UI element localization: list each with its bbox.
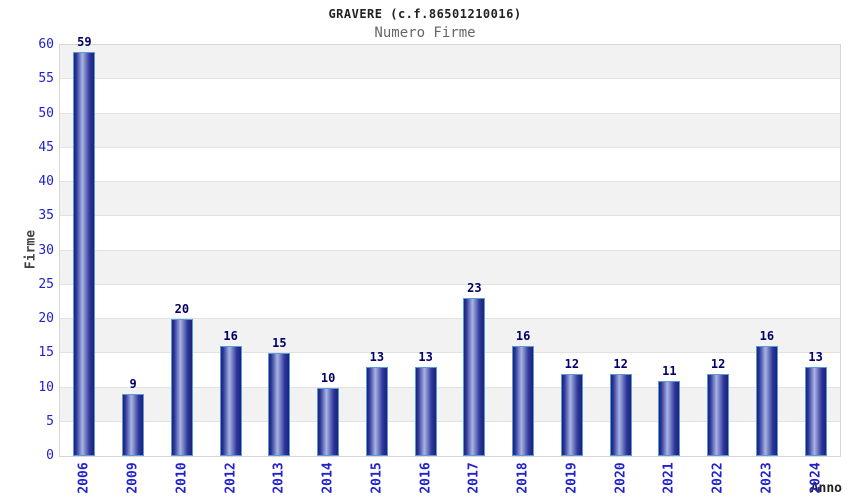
x-tick-label: 2015: [369, 462, 385, 494]
plot-band: [60, 182, 840, 217]
x-tick-label: 2010: [174, 462, 190, 494]
gridline: [60, 78, 840, 80]
bar-value-label: 16: [515, 329, 531, 344]
bar-value-label: 12: [564, 356, 580, 371]
bar-value-label: 59: [77, 34, 92, 49]
bar-2019: [560, 373, 583, 456]
y-tick-label: 20: [38, 311, 54, 326]
gridline: [60, 249, 840, 251]
x-tick-label: 2024: [808, 462, 824, 494]
gridline: [60, 318, 840, 319]
bar-2015: [365, 366, 388, 456]
y-tick-label: 10: [38, 379, 54, 395]
bar-2012: [219, 346, 242, 456]
plot-area: 59 9 20 16 15 10 13 13 23 16 12 12 11 12 16 13: [59, 35, 841, 457]
y-tick-label: 35: [38, 208, 54, 224]
y-tick-label: 30: [38, 242, 54, 258]
bar-2018: [512, 346, 535, 456]
plot-band: [60, 113, 840, 148]
x-tick-label: 2014: [320, 462, 336, 494]
bar-value-label: 13: [808, 349, 823, 364]
bar-value-label: 16: [223, 329, 238, 344]
bar-value-label: 13: [418, 349, 433, 364]
x-tick-label: 2016: [418, 462, 434, 494]
chart-subtitle: Numero Firme: [374, 25, 476, 41]
chart-title: GRAVERE (c.f.86501210016): [328, 7, 522, 21]
x-tick-label: 2012: [223, 462, 239, 494]
x-tick-label: 2021: [661, 462, 677, 494]
bar-2022: [707, 373, 730, 456]
y-tick-label: 15: [38, 345, 54, 361]
bar-value-label: 20: [174, 302, 190, 316]
bar-value-label: 12: [710, 356, 726, 371]
plot-band: [60, 250, 840, 285]
bar-2017: [463, 298, 486, 456]
gridline: [60, 386, 840, 388]
bar-value-label: 23: [467, 281, 482, 296]
bar-2016: [414, 366, 437, 456]
x-axis-title: Anno: [810, 481, 842, 496]
plot-band: [60, 79, 840, 113]
y-tick-label: 5: [46, 413, 54, 429]
bar-2009: [122, 394, 145, 456]
bar-value-label: 15: [272, 336, 287, 351]
bar-value-label: 9: [129, 377, 137, 392]
bar-value-label: 11: [662, 363, 677, 378]
x-tick-label: 2019: [564, 462, 580, 494]
gridline: [60, 146, 840, 148]
plot-band: [60, 45, 840, 80]
x-tick-label: 2020: [613, 462, 629, 494]
bar-2014: [317, 387, 340, 456]
x-tick-label: 2018: [515, 462, 531, 494]
gridline: [60, 420, 840, 422]
bar-value-label: 12: [613, 356, 628, 371]
bar-2024: [804, 366, 827, 456]
bar-2020: [609, 373, 632, 456]
x-tick-label: 2009: [125, 462, 141, 494]
bar-value-label: 16: [759, 329, 775, 344]
gridline: [60, 112, 840, 114]
y-tick-label: 45: [38, 139, 54, 155]
bar-2010: [170, 319, 193, 456]
x-tick-label: 2006: [76, 462, 92, 494]
bar-value-label: 10: [320, 370, 336, 385]
plot-band: [60, 216, 840, 250]
x-tick-label: 2022: [710, 462, 726, 494]
y-tick-label: 40: [38, 174, 54, 189]
plot-band: [60, 148, 840, 182]
gridline: [60, 283, 840, 285]
y-tick-label: 50: [38, 105, 54, 121]
bar-2006: [73, 51, 96, 456]
gridline: [60, 352, 840, 354]
gridline: [60, 215, 840, 217]
bar-2021: [658, 380, 681, 456]
y-tick-label: 60: [38, 37, 54, 52]
gridline: [60, 181, 840, 182]
bar-value-label: 13: [369, 349, 385, 364]
y-tick-label: 0: [46, 448, 54, 463]
y-tick-label: 25: [38, 276, 54, 292]
x-tick-label: 2023: [759, 462, 775, 494]
y-tick-label: 55: [38, 71, 54, 87]
bar-2013: [268, 353, 291, 456]
x-tick-label: 2017: [466, 462, 482, 494]
bar-2023: [755, 346, 778, 456]
x-tick-label: 2013: [271, 462, 287, 494]
